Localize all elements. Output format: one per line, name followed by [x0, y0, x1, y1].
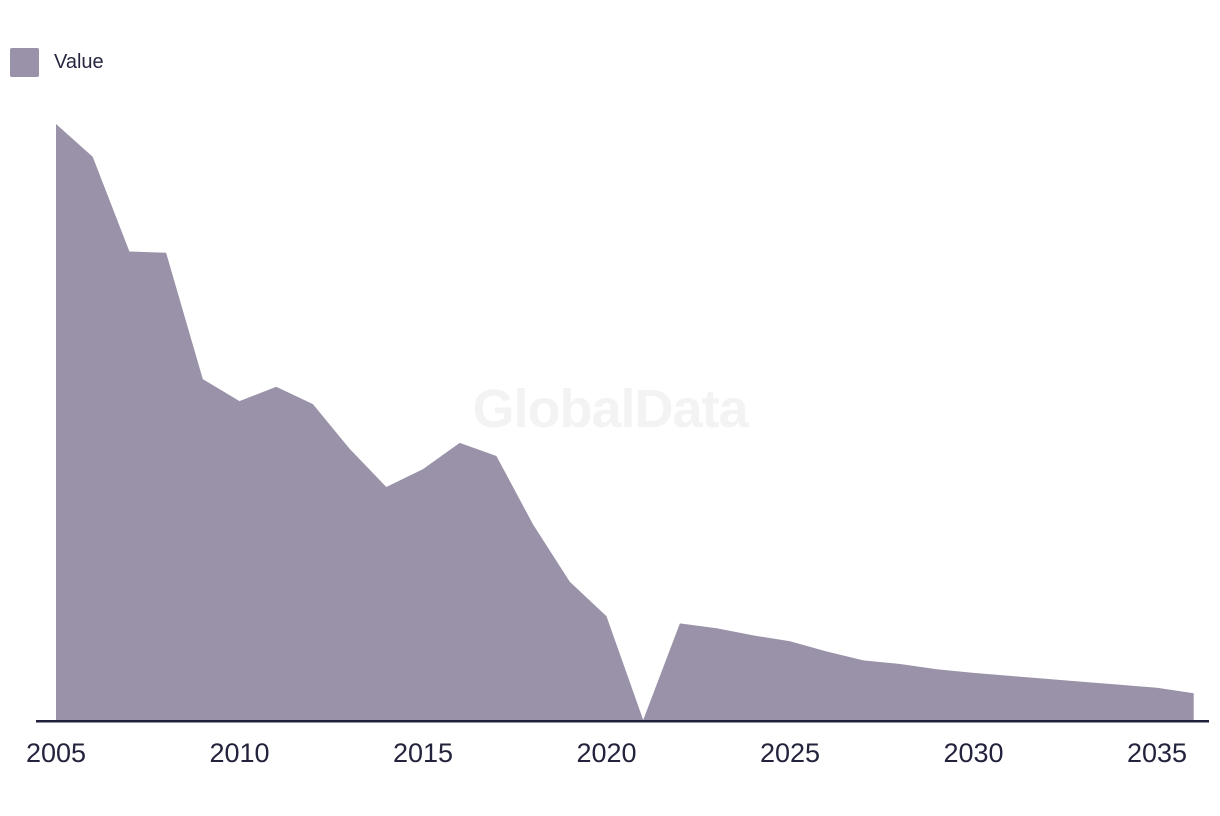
x-axis-tick-label: 2005 — [25, 738, 87, 768]
x-axis-line — [36, 720, 1209, 723]
x-axis-tick-label: 2030 — [943, 738, 1004, 768]
x-axis-tick-label: 2010 — [209, 738, 270, 768]
legend-item-value[interactable]: Value — [10, 48, 104, 77]
x-axis: 2005 2010 2015 2020 2025 2030 2035 — [0, 737, 1220, 771]
x-axis-tick-label: 2015 — [392, 738, 454, 768]
legend-swatch-icon — [10, 48, 39, 77]
x-axis-tick-label: 2025 — [759, 738, 821, 768]
x-axis-tick-label: 2020 — [576, 738, 637, 768]
x-axis-tick-label: 2035 — [1126, 738, 1188, 768]
legend-label: Value — [54, 51, 104, 73]
area-series-value — [56, 124, 1194, 720]
globaldata-watermark: GlobalData — [472, 379, 748, 439]
